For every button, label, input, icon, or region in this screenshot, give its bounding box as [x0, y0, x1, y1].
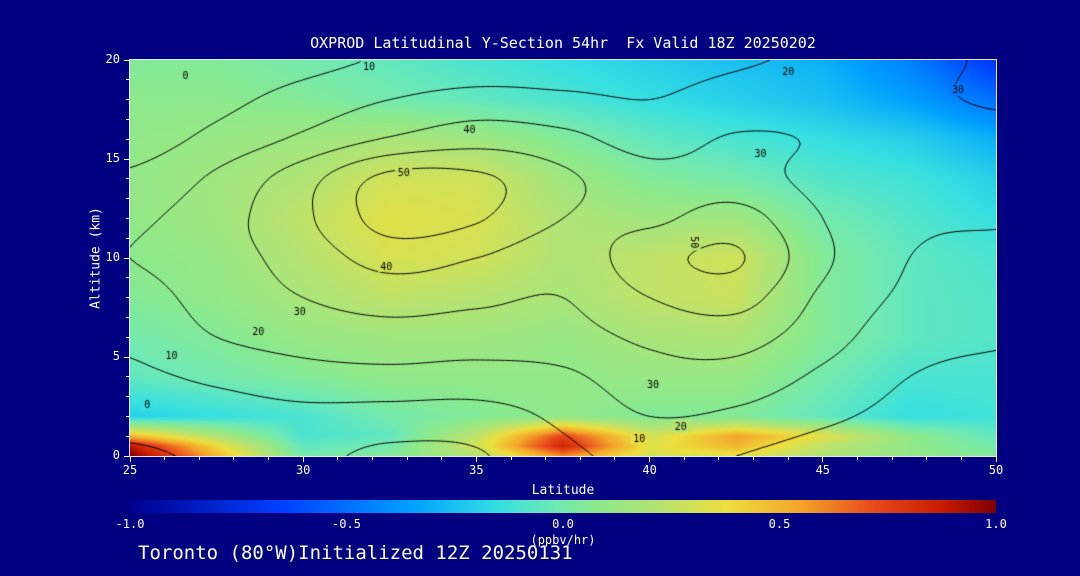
x-axis-title: Latitude: [531, 483, 595, 498]
x-minor-tick: [787, 457, 789, 460]
x-minor-tick: [510, 457, 512, 460]
y-tick: [124, 59, 129, 61]
y-minor-tick: [126, 237, 129, 239]
x-tick-label: 25: [122, 463, 138, 477]
x-minor-tick: [371, 457, 373, 460]
x-tick: [995, 457, 997, 462]
x-minor-tick: [268, 457, 270, 460]
ysection-plot-canvas: [129, 59, 997, 457]
x-minor-tick: [545, 457, 547, 460]
y-minor-tick: [126, 415, 129, 417]
y-tick: [124, 356, 129, 358]
y-tick-label: 0: [112, 448, 120, 462]
chart-title: OXPROD Latitudinal Y-Section 54hr Fx Val…: [310, 34, 816, 52]
y-tick: [124, 158, 129, 160]
x-minor-tick: [926, 457, 928, 460]
x-minor-tick: [683, 457, 685, 460]
colorbar-tick-label: -0.5: [332, 517, 361, 531]
y-tick-label: 20: [105, 52, 120, 66]
y-tick-label: 10: [105, 250, 120, 264]
x-tick: [129, 457, 131, 462]
x-tick: [649, 457, 651, 462]
y-tick-label: 15: [105, 151, 120, 165]
y-minor-tick: [126, 297, 129, 299]
x-tick-label: 30: [295, 463, 311, 477]
y-minor-tick: [126, 336, 129, 338]
y-minor-tick: [126, 79, 129, 81]
x-tick-label: 40: [642, 463, 657, 477]
x-tick: [475, 457, 477, 462]
colorbar-tick-label: 0.5: [768, 517, 791, 531]
x-tick-label: 35: [469, 463, 484, 477]
x-tick-label: 45: [815, 463, 831, 477]
colorbar-tick-label: 1.0: [985, 517, 1007, 531]
y-minor-tick: [126, 316, 129, 318]
initialization-label: Toronto (80°W)Initialized 12Z 20250131: [138, 542, 573, 564]
y-minor-tick: [126, 198, 129, 200]
colorbar-tick-label: 0.0: [552, 517, 574, 531]
x-minor-tick: [579, 457, 581, 460]
x-minor-tick: [960, 457, 962, 460]
y-tick: [124, 257, 129, 259]
y-minor-tick: [126, 277, 129, 279]
x-tick-label: 50: [988, 463, 1004, 477]
x-minor-tick: [164, 457, 166, 460]
x-minor-tick: [406, 457, 408, 460]
y-minor-tick: [126, 138, 129, 140]
colorbar-tick-label: -1.0: [115, 517, 145, 531]
y-minor-tick: [126, 435, 129, 437]
x-minor-tick: [441, 457, 443, 460]
x-minor-tick: [614, 457, 616, 460]
x-minor-tick: [233, 457, 235, 460]
x-tick: [302, 457, 304, 462]
y-tick: [124, 455, 129, 457]
y-tick-label: 5: [112, 349, 120, 363]
y-minor-tick: [126, 396, 129, 398]
y-minor-tick: [126, 178, 129, 180]
y-minor-tick: [126, 118, 129, 120]
x-minor-tick: [753, 457, 755, 460]
x-minor-tick: [198, 457, 200, 460]
y-minor-tick: [126, 217, 129, 219]
x-minor-tick: [718, 457, 720, 460]
colorbar-canvas: [130, 500, 996, 513]
x-minor-tick: [891, 457, 893, 460]
x-minor-tick: [856, 457, 858, 460]
y-minor-tick: [126, 376, 129, 378]
x-tick: [822, 457, 824, 462]
colorbar-units-label: (ppbv/hr): [530, 533, 596, 547]
x-minor-tick: [337, 457, 339, 460]
y-minor-tick: [126, 99, 129, 101]
